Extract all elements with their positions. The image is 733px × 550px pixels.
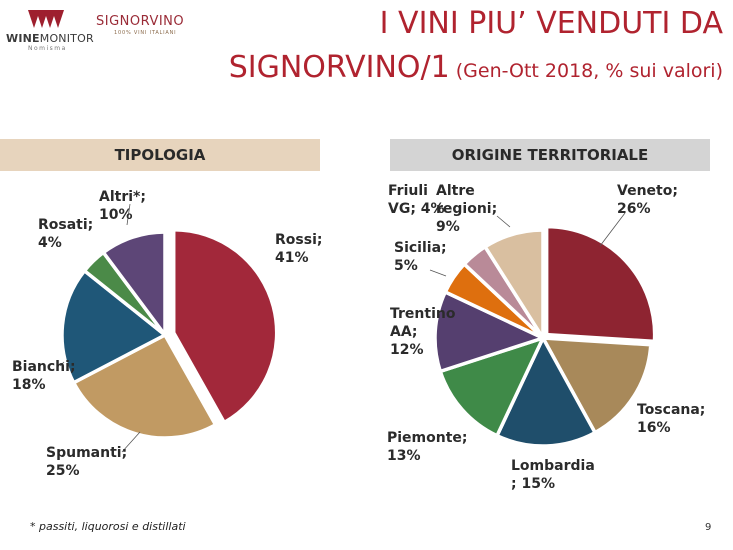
page-title-line1: I VINI PIU’ VENDUTI DA [379, 6, 723, 41]
label-trentino: Trentino AA; 12% [390, 306, 456, 358]
label-sicilia: Sicilia; 5% [394, 240, 447, 274]
slice-trentino [433, 290, 545, 374]
tipologia-header: TIPOLOGIA [0, 139, 320, 171]
label-altre: Altre regioni; 9% [436, 183, 497, 235]
leader-sicilia [429, 269, 447, 277]
leader-spumanti [121, 431, 141, 453]
winemonitor-logo: WINEMONITOR Nomisma [6, 8, 94, 54]
page-title-main: SIGNORVINO/1 [228, 50, 450, 85]
slice-toscana [541, 336, 653, 435]
label-rossi: Rossi; 41% [275, 232, 322, 266]
slice-rossi [171, 227, 279, 425]
page-title-line2: SIGNORVINO/1 (Gen-Ott 2018, % sui valori… [229, 50, 723, 85]
label-spumanti: Spumanti; 25% [46, 445, 127, 479]
slice-bianchi [60, 269, 167, 385]
label-altri: Altri*; 10% [99, 189, 146, 223]
origine-header: ORIGINE TERRITORIALE [390, 139, 710, 171]
page-title-period: (Gen-Ott 2018, % sui valori) [449, 60, 723, 82]
footnote: * passiti, liquorosi e distillati [30, 520, 186, 533]
label-friuli: Friuli VG; 4% [388, 183, 445, 217]
leader-altre [496, 215, 511, 228]
signorvino-wordmark: SIGNORVINO [96, 14, 185, 29]
label-toscana: Toscana; 16% [637, 402, 705, 436]
slice-altre [483, 228, 545, 340]
label-veneto: Veneto; 26% [617, 183, 678, 217]
label-rosati: Rosati; 4% [38, 217, 93, 251]
label-piemonte: Piemonte; 13% [387, 430, 468, 464]
winemonitor-subtitle: Nomisma [28, 45, 67, 52]
leader-bianchi [59, 361, 65, 367]
tipologia-pie: Rossi; 41% Spumanti; 25% Bianchi; 18% Rosati; 4… [12, 189, 322, 479]
slice-piemonte [438, 336, 545, 438]
label-lombardia: Lombardia; 15% [511, 458, 595, 492]
slice-altri [101, 230, 167, 337]
label-bianchi: Bianchi; 18% [12, 359, 76, 393]
leader-altri [126, 203, 131, 226]
slice-spumanti [71, 333, 218, 440]
leader-veneto [599, 212, 626, 247]
winemonitor-mark-icon [28, 10, 64, 28]
page-number: 9 [705, 522, 712, 533]
slice-veneto [544, 224, 657, 344]
signorvino-tagline: 100% VINI ITALIANI [114, 30, 177, 36]
winemonitor-wordmark: WINEMONITOR [6, 32, 94, 45]
signorvino-logo: SIGNORVINO 100% VINI ITALIANI [96, 14, 186, 36]
slice-lombardia [495, 336, 597, 448]
origine-pie: Veneto; 26% Toscana; 16% Lombardia; 15% Piemo… [387, 183, 705, 492]
